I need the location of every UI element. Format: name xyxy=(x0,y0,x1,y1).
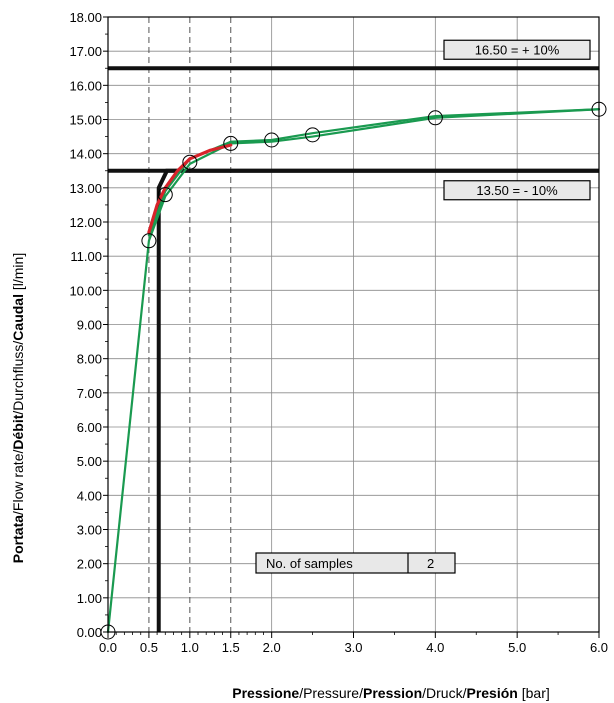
x-tick-label: 1.5 xyxy=(222,640,240,655)
y-tick-label: 5.00 xyxy=(77,454,102,469)
y-tick-label: 10.00 xyxy=(69,283,102,298)
series-line xyxy=(106,108,601,634)
y-tick-label: 17.00 xyxy=(69,44,102,59)
x-tick-label: 4.0 xyxy=(426,640,444,655)
sample-marker xyxy=(182,154,198,170)
series-line xyxy=(147,108,601,237)
threshold-label: 13.50 = - 10% xyxy=(476,183,558,198)
sample-marker xyxy=(305,127,321,143)
y-tick-label: 13.00 xyxy=(69,181,102,196)
samples-box-label: No. of samples xyxy=(266,556,353,571)
series-line xyxy=(147,143,233,234)
y-tick-label: 3.00 xyxy=(77,523,102,538)
y-tick-labels: 0.00 1.00 2.00 3.00 4.00 5.00 6.00 7.00 8.00 9.00… xyxy=(69,10,102,640)
sample-marker xyxy=(157,187,173,203)
threshold-label: 16.50 = + 10% xyxy=(475,42,560,57)
sample-marker xyxy=(223,135,239,151)
plot-frame xyxy=(103,16,600,638)
y-tick-label: 12.00 xyxy=(69,215,102,230)
y-tick-label: 8.00 xyxy=(77,352,102,367)
y-tick-label: 15.00 xyxy=(69,113,102,128)
y-tick-label: 6.00 xyxy=(77,420,102,435)
x-tick-label: 2.0 xyxy=(263,640,281,655)
y-tick-label: 18.00 xyxy=(69,10,102,25)
samples-box-value: 2 xyxy=(427,556,434,571)
y-tick-label: 7.00 xyxy=(77,386,102,401)
y-tick-label: 11.00 xyxy=(70,249,102,264)
sample-marker xyxy=(141,233,157,249)
samples-box: No. of samples 2 xyxy=(255,552,456,574)
data-series xyxy=(106,108,601,634)
limit-curve xyxy=(156,168,599,632)
y-axis-label: Portata/Flow rate/Débit/Durchfluss/Cauda… xyxy=(10,253,26,563)
y-tick-label: 1.00 xyxy=(77,591,102,606)
x-tick-label: 0.0 xyxy=(99,640,117,655)
sample-marker xyxy=(264,132,280,148)
x-tick-label: 0.5 xyxy=(140,640,158,655)
x-tick-label: 1.0 xyxy=(181,640,199,655)
threshold-box xyxy=(443,39,591,60)
y-tick-label: 2.00 xyxy=(77,557,102,572)
x-tick-label: 3.0 xyxy=(344,640,362,655)
x-tick-labels: 0.0 0.5 1.0 1.5 2.0 3.0 4.0 5.0 6.0 xyxy=(99,640,608,655)
y-tick-label: 0.00 xyxy=(77,625,102,640)
y-tick-label: 4.00 xyxy=(77,488,102,503)
x-tick-label: 6.0 xyxy=(590,640,608,655)
x-axis-label: Pressione/Pressure/Pression/Druck/Presió… xyxy=(232,685,550,701)
limit-curve-line xyxy=(156,168,599,632)
plot-border xyxy=(107,16,600,633)
threshold-box xyxy=(443,180,591,201)
x-tick-label: 5.0 xyxy=(508,640,526,655)
threshold-label-boxes: 16.50 = + 10% 13.50 = - 10% xyxy=(443,39,591,201)
sample-marker xyxy=(427,110,443,126)
y-tick-label: 9.00 xyxy=(77,318,102,333)
dashed-reference-lines xyxy=(148,17,232,632)
chart-grid xyxy=(107,16,600,633)
y-tick-label: 14.00 xyxy=(69,147,102,162)
y-tick-label: 16.00 xyxy=(69,78,102,93)
